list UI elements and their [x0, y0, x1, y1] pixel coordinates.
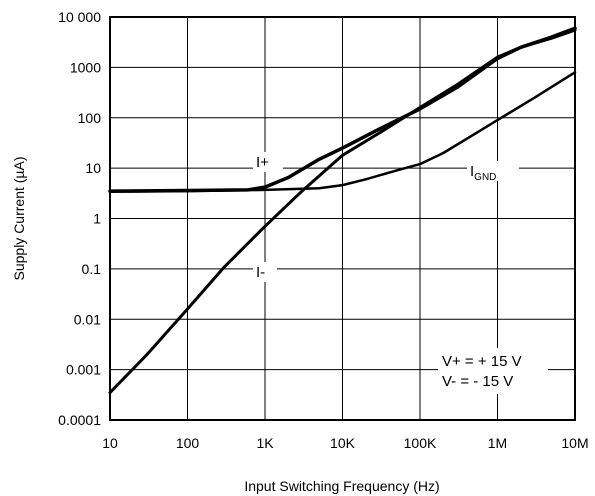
y-tick-label: 0.001	[66, 362, 101, 378]
x-tick-label: 10M	[561, 435, 588, 451]
y-axis-title: Supply Current (µA)	[11, 157, 27, 281]
y-tick-label: 0.0001	[58, 412, 101, 428]
supply-voltage-note: V+ = + 15 V V- = - 15 V	[438, 348, 548, 394]
x-tick-label: 10K	[330, 435, 356, 451]
y-tick-label: 1	[93, 211, 101, 227]
series-label-bg	[253, 152, 283, 172]
x-tick-label: 1M	[488, 435, 507, 451]
grid	[109, 16, 576, 421]
x-tick-label: 1K	[256, 435, 274, 451]
x-axis-title: Input Switching Frequency (Hz)	[244, 478, 439, 494]
y-tick-label: 0.1	[82, 261, 102, 277]
series-label-bg	[467, 161, 519, 181]
y-tick-label: 1000	[70, 59, 101, 75]
series-lines	[108, 26, 577, 395]
y-tick-label: 0.01	[74, 311, 101, 327]
series-label: I+	[256, 154, 269, 171]
series-line	[108, 28, 577, 395]
x-tick-label: 10	[102, 435, 118, 451]
series-label: I-	[256, 264, 265, 281]
x-axis-ticks: 10 100 1K 10K 100K 1M 10M	[102, 435, 588, 451]
annotation-text: V- = - 15 V	[442, 373, 513, 390]
series-labels: I+ I- IGND	[253, 152, 519, 282]
x-tick-label: 100K	[404, 435, 437, 451]
y-tick-label: 100	[78, 110, 102, 126]
x-tick-label: 100	[176, 435, 200, 451]
series-line	[108, 71, 577, 193]
y-tick-label: 10	[85, 160, 101, 176]
annotation-text: V+ = + 15 V	[442, 353, 522, 370]
plot-frame	[109, 16, 576, 421]
y-axis-ticks: 10 000 1000 100 10 1 0.1 0.01 0.001 0.0001	[58, 9, 101, 428]
series-label: IGND	[470, 163, 496, 183]
series-label-bg	[253, 262, 277, 282]
y-tick-label: 10 000	[58, 9, 101, 25]
note-bg	[438, 348, 548, 394]
